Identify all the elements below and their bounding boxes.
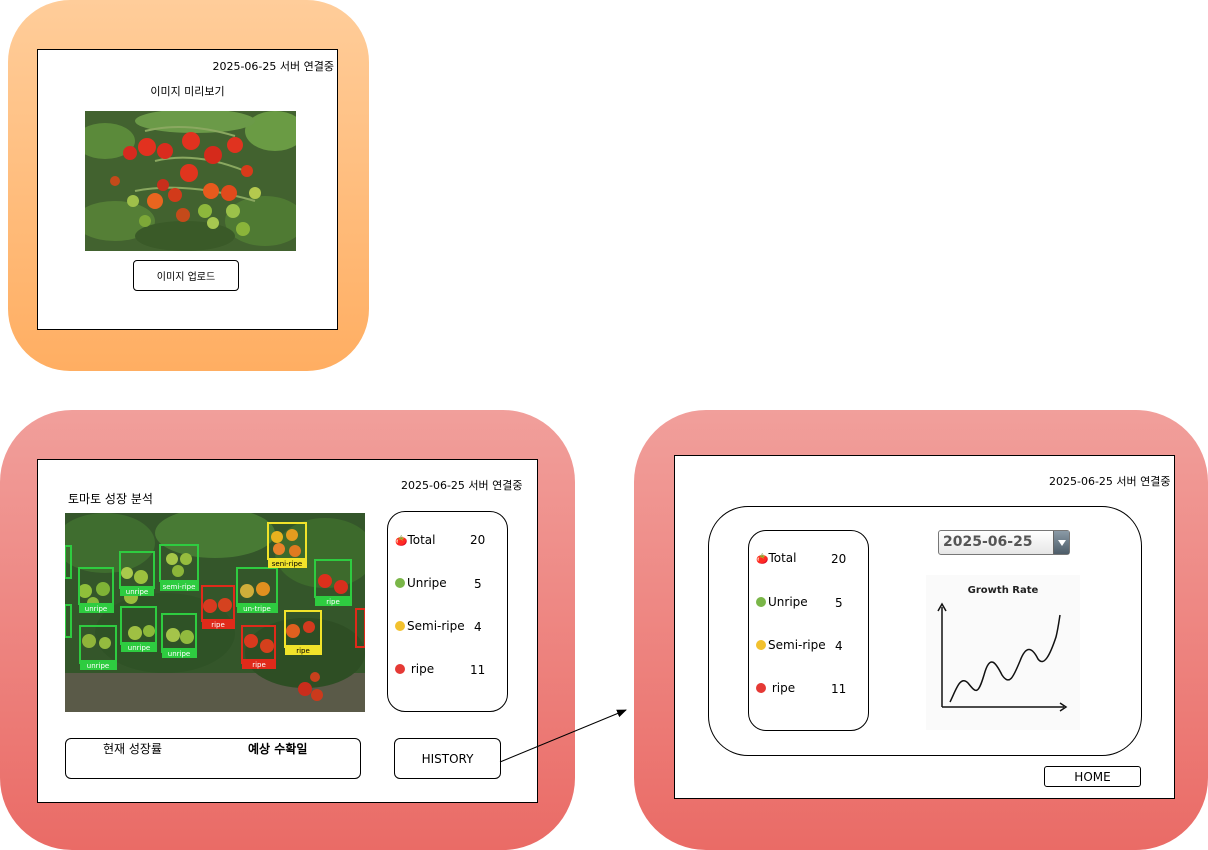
stat-ripe-value: 11 bbox=[470, 663, 486, 677]
stat-ripe: ripe bbox=[756, 681, 795, 695]
svg-text:un-tripe: un-tripe bbox=[243, 605, 271, 613]
current-growth-rate-label: 현재 성장률 bbox=[103, 742, 163, 756]
stat-ripe: ripe bbox=[395, 662, 434, 676]
history-button[interactable]: HISTORY bbox=[394, 738, 501, 779]
stat-semiripe-value: 4 bbox=[835, 639, 843, 653]
green-dot-icon bbox=[395, 578, 405, 588]
history-screen: 2025-06-25 서버 연결중 🍅Total 20 Unripe 5 Sem… bbox=[674, 455, 1175, 799]
date-select[interactable]: 2025-06-25 bbox=[938, 530, 1070, 555]
image-upload-button[interactable]: 이미지 업로드 bbox=[133, 260, 239, 291]
svg-text:ripe: ripe bbox=[252, 661, 266, 669]
yellow-dot-icon bbox=[395, 621, 405, 631]
chart-title: Growth Rate bbox=[967, 585, 1039, 596]
svg-text:semi-ripe: semi-ripe bbox=[163, 583, 196, 591]
status-text: 2025-06-25 서버 연결중 bbox=[212, 60, 334, 73]
growth-rate-chart: Growth Rate bbox=[926, 575, 1080, 730]
ripeness-stats-card: 🍅Total 20 Unripe 5 Semi-ripe 4 ripe 11 bbox=[387, 511, 508, 712]
growth-rate-curve bbox=[937, 602, 1068, 712]
stat-semiripe: Semi-ripe bbox=[756, 638, 826, 652]
green-dot-icon bbox=[756, 597, 766, 607]
svg-text:unripe: unripe bbox=[126, 588, 148, 596]
svg-text:unripe: unripe bbox=[128, 644, 150, 652]
label-unripe: unripe bbox=[85, 605, 107, 613]
tomato-icon: 🍅 bbox=[395, 536, 408, 547]
red-dot-icon bbox=[756, 683, 766, 693]
yellow-dot-icon bbox=[756, 640, 766, 650]
ripeness-stats-card: 🍅Total 20 Unripe 5 Semi-ripe 4 ripe 11 bbox=[748, 530, 869, 731]
svg-text:unripe: unripe bbox=[87, 662, 109, 670]
svg-text:ripe: ripe bbox=[211, 621, 225, 629]
status-text: 2025-06-25 서버 연결중 bbox=[1049, 475, 1171, 488]
preview-title: 이미지 미리보기 bbox=[150, 85, 225, 98]
svg-text:ripe: ripe bbox=[326, 598, 340, 606]
date-select-value: 2025-06-25 bbox=[943, 534, 1033, 550]
preview-screen: 2025-06-25 서버 연결중 이미지 미리보기 bbox=[37, 49, 338, 330]
status-text: 2025-06-25 서버 연결중 bbox=[401, 479, 523, 492]
stat-semiripe: Semi-ripe bbox=[395, 619, 465, 633]
tomato-detection-image: unripe unripe semi-ripe ripe un-tripe se… bbox=[65, 513, 365, 712]
red-dot-icon bbox=[395, 664, 405, 674]
stat-unripe: Unripe bbox=[395, 576, 447, 590]
stat-unripe-value: 5 bbox=[835, 596, 843, 610]
stat-total: 🍅Total bbox=[395, 533, 436, 547]
stat-unripe: Unripe bbox=[756, 595, 808, 609]
svg-text:seni-ripe: seni-ripe bbox=[272, 560, 302, 568]
stat-total-value: 20 bbox=[831, 552, 847, 566]
chevron-down-icon[interactable] bbox=[1053, 531, 1069, 554]
stat-unripe-value: 5 bbox=[474, 577, 482, 591]
svg-text:ripe: ripe bbox=[296, 647, 310, 655]
tomato-icon: 🍅 bbox=[756, 554, 769, 565]
history-content-card: 🍅Total 20 Unripe 5 Semi-ripe 4 ripe 11 2… bbox=[708, 506, 1142, 756]
home-button[interactable]: HOME bbox=[1044, 766, 1141, 787]
analysis-title: 토마토 성장 분석 bbox=[68, 492, 153, 506]
svg-text:unripe: unripe bbox=[168, 650, 190, 658]
stat-ripe-value: 11 bbox=[831, 682, 847, 696]
stat-total-value: 20 bbox=[470, 533, 486, 547]
expected-harvest-label: 예상 수확일 bbox=[248, 742, 308, 756]
stat-total: 🍅Total bbox=[756, 551, 797, 565]
tomato-preview-image bbox=[85, 111, 296, 251]
stat-semiripe-value: 4 bbox=[474, 620, 482, 634]
analysis-screen: 2025-06-25 서버 연결중 토마토 성장 분석 bbox=[37, 459, 538, 803]
growth-info-box: 현재 성장률 예상 수확일 bbox=[65, 738, 361, 779]
